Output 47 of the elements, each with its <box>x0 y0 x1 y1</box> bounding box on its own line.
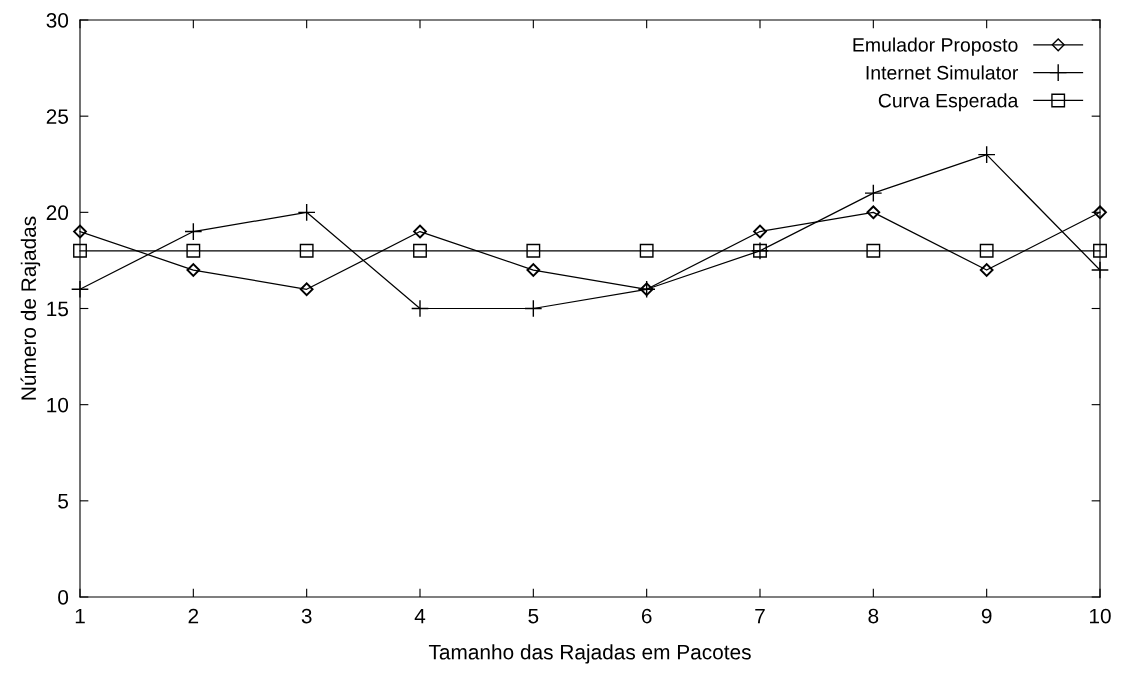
point <box>864 184 883 203</box>
legend-label: Emulador Proposto <box>853 37 1018 56</box>
x-tick-label: 7 <box>755 608 765 624</box>
point <box>73 243 87 258</box>
point <box>866 243 881 258</box>
y-tick-label: 5 <box>58 494 69 509</box>
point <box>526 263 541 277</box>
point <box>979 263 994 277</box>
x-tick-label: 3 <box>301 608 312 624</box>
point <box>186 263 201 277</box>
x-tick-label: 6 <box>641 608 652 624</box>
point <box>639 243 654 258</box>
x-tick-label: 4 <box>414 608 426 624</box>
legend-label: Internet Simulator <box>866 65 1019 80</box>
point <box>73 224 87 239</box>
point <box>186 243 201 258</box>
point <box>410 299 430 318</box>
y-axis-title: Número de Rajadas <box>20 216 41 400</box>
point <box>299 243 314 258</box>
point <box>297 203 316 222</box>
point <box>526 243 541 258</box>
point <box>70 280 90 299</box>
legend-label: Curva Esperada <box>878 93 1019 112</box>
point <box>413 243 427 258</box>
y-tick-label: 20 <box>46 205 69 221</box>
x-tick-label: 8 <box>868 608 879 624</box>
x-tick-label: 2 <box>188 608 199 624</box>
y-tick-label: 25 <box>46 109 69 124</box>
x-tick-label: 5 <box>528 608 539 624</box>
point <box>299 282 314 297</box>
point <box>1090 261 1110 280</box>
y-tick-label: 15 <box>47 301 69 317</box>
x-tick-label: 1 <box>75 608 85 624</box>
point <box>1093 243 1107 258</box>
point <box>184 222 203 241</box>
x-tick-label: 10 <box>1090 608 1111 624</box>
x-tick-label: 9 <box>981 608 992 624</box>
point <box>524 299 543 318</box>
y-tick-label: 10 <box>47 397 69 413</box>
point <box>977 145 996 164</box>
y-tick-label: 30 <box>46 13 69 28</box>
point <box>413 224 427 239</box>
point <box>753 224 767 239</box>
point <box>866 205 881 220</box>
y-tick-label: 0 <box>58 590 69 605</box>
x-axis-title: Tamanho das Rajadas em Pacotes <box>428 644 751 664</box>
point <box>979 243 994 258</box>
